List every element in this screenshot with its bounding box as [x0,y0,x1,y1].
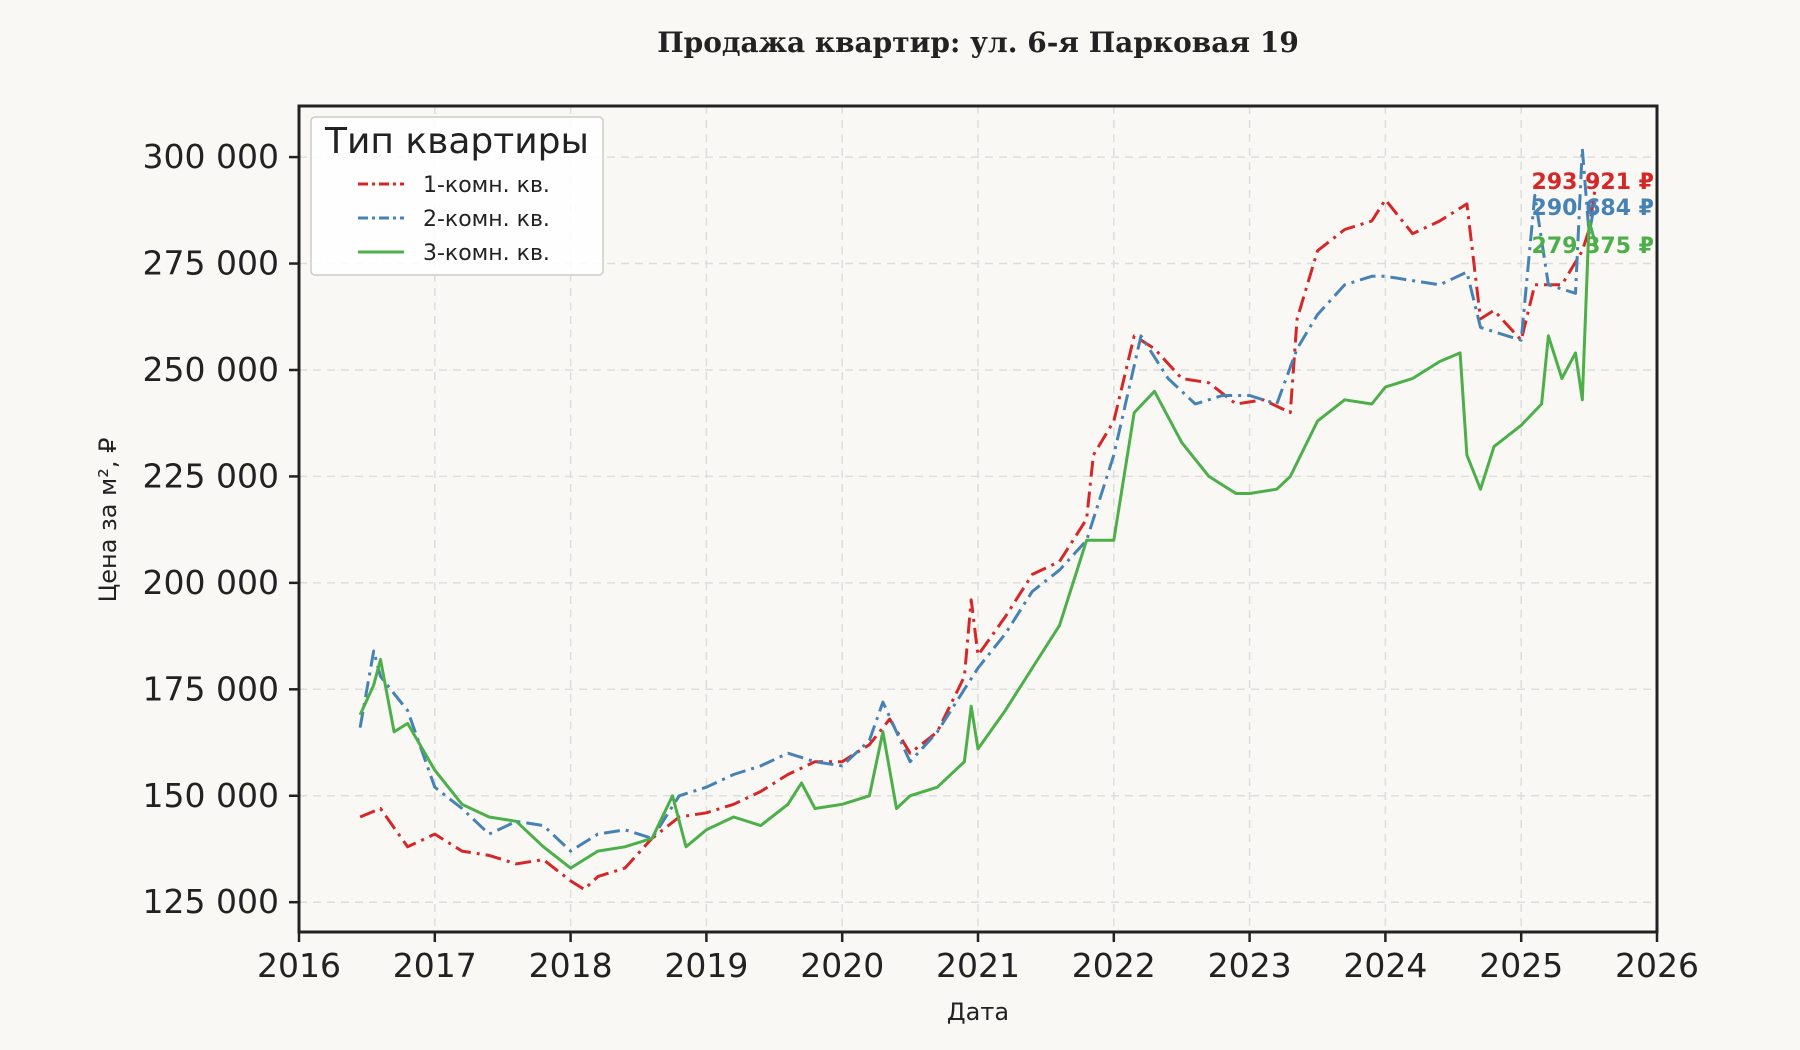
end-label-1: 293 921 ₽ [1532,170,1654,195]
x-tick-label: 2016 [257,946,341,985]
x-tick-label: 2024 [1343,946,1427,985]
y-axis-label: Цена за м², ₽ [94,438,122,603]
x-axis: 2016 2017 2018 2019 2020 2021 2022 2023 2024 2025… [257,932,1699,985]
x-tick-label: 2026 [1615,946,1699,985]
y-tick-label: 175 000 [143,669,279,708]
x-tick-label: 2022 [1072,946,1156,985]
legend-box [310,116,604,276]
legend-entry-3: 3-комн. кв. [423,241,550,266]
x-tick-label: 2021 [936,946,1020,985]
x-tick-label: 2025 [1479,946,1563,985]
y-tick-label: 225 000 [143,456,279,495]
x-axis-label: Дата [947,998,1009,1026]
y-axis: 125 000 150 000 175 000 200 000 225 000 250 0… [143,137,299,921]
series-lines [358,147,1598,891]
series-1-room-line [359,182,1598,891]
x-tick-label: 2018 [529,946,613,985]
chart-title: Продажа квартир: ул. 6-я Парковая 19 [657,26,1299,59]
legend-entry-2: 2-комн. кв. [423,207,550,232]
y-tick-label: 125 000 [143,882,279,921]
y-tick-label: 275 000 [143,244,279,283]
x-tick-label: 2023 [1208,946,1292,985]
end-label-3: 279 375 ₽ [1532,234,1654,259]
grid [298,106,1658,932]
legend: Тип квартиры 1-комн. кв. 2-комн. кв. 3-ком… [310,116,604,276]
series-2-room-line [358,147,1598,853]
x-tick-label: 2020 [800,946,884,985]
end-labels: 293 921 ₽290 684 ₽ 279 375 ₽ [1532,170,1654,259]
y-tick-label: 300 000 [143,137,279,176]
x-tick-label: 2019 [664,946,748,985]
legend-entry-1: 1-комн. кв. [423,173,550,198]
series-3-room-line [358,219,1598,870]
legend-title: Тип квартиры [324,121,589,162]
end-label-2: 290 684 ₽ [1532,196,1654,221]
y-tick-label: 250 000 [143,350,279,389]
y-tick-label: 150 000 [143,776,279,815]
x-tick-label: 2017 [393,946,477,985]
y-tick-label: 200 000 [143,563,279,602]
